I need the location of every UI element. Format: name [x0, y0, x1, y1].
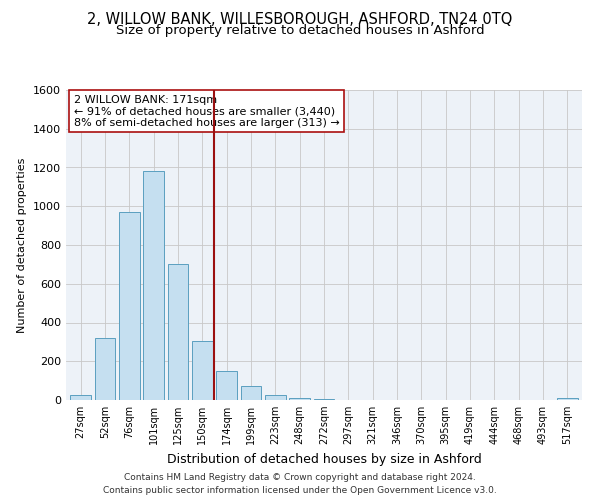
Text: Size of property relative to detached houses in Ashford: Size of property relative to detached ho…: [116, 24, 484, 37]
Text: 2 WILLOW BANK: 171sqm
← 91% of detached houses are smaller (3,440)
8% of semi-de: 2 WILLOW BANK: 171sqm ← 91% of detached …: [74, 94, 340, 128]
Y-axis label: Number of detached properties: Number of detached properties: [17, 158, 28, 332]
Bar: [216, 371, 237, 400]
Bar: [289, 398, 310, 400]
Text: Contains HM Land Registry data © Crown copyright and database right 2024.
Contai: Contains HM Land Registry data © Crown c…: [103, 474, 497, 495]
Bar: [192, 341, 212, 400]
Bar: [557, 398, 578, 400]
Bar: [241, 386, 262, 400]
Bar: [95, 338, 115, 400]
Bar: [143, 172, 164, 400]
Bar: [265, 395, 286, 400]
Bar: [167, 264, 188, 400]
Bar: [70, 395, 91, 400]
Bar: [119, 212, 140, 400]
X-axis label: Distribution of detached houses by size in Ashford: Distribution of detached houses by size …: [167, 452, 481, 466]
Text: 2, WILLOW BANK, WILLESBOROUGH, ASHFORD, TN24 0TQ: 2, WILLOW BANK, WILLESBOROUGH, ASHFORD, …: [88, 12, 512, 28]
